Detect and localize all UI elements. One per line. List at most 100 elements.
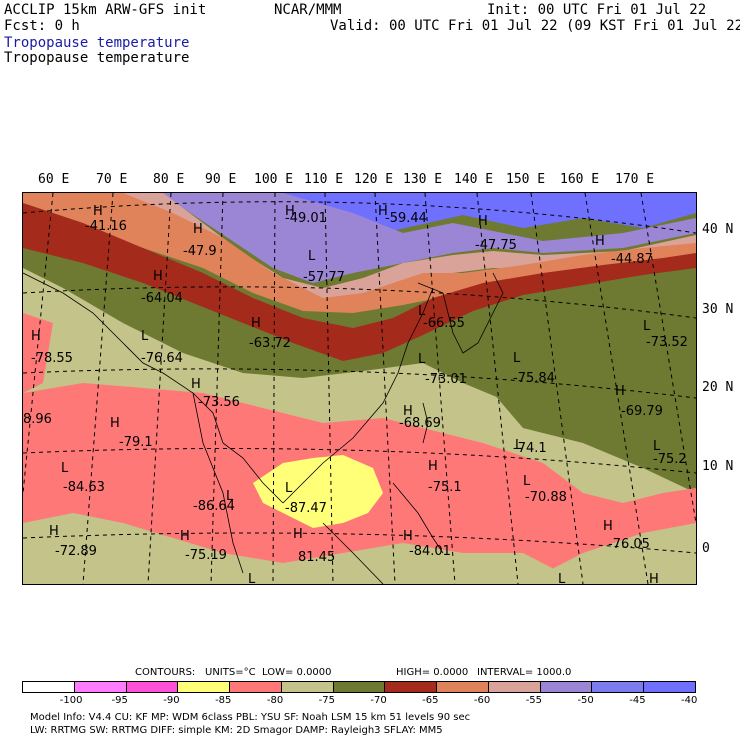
extremum-marker: H xyxy=(193,222,203,237)
extremum-marker: L xyxy=(418,304,426,319)
extremum-marker: H xyxy=(293,527,303,542)
meridian xyxy=(272,193,276,584)
lon-label: 170 E xyxy=(615,172,655,187)
extremum-marker: H xyxy=(110,416,120,431)
extremum-value: -84.63 xyxy=(63,480,105,495)
colorbar-tick-label: -75 xyxy=(318,695,335,706)
band-minus80-west xyxy=(23,313,53,393)
colorbar-tick-label: -55 xyxy=(525,695,543,706)
map-canvas: H-41.16H-49.01 H-59.44H-47.9 L-57.77H-47.7… xyxy=(23,193,696,584)
extremum-value: 81.45 xyxy=(298,550,335,565)
meridian xyxy=(23,193,54,494)
model-title: ACCLIP 15km ARW-GFS init xyxy=(4,2,207,18)
coastline xyxy=(322,522,384,584)
coastline xyxy=(422,402,429,444)
extremum-marker: L xyxy=(513,351,521,366)
colorbar-tick-label: -65 xyxy=(422,695,439,706)
extremum-marker: H xyxy=(603,519,613,534)
extremum-marker: H xyxy=(649,572,659,584)
extremum-marker: H xyxy=(615,384,625,399)
colorbar-tick-label: -70 xyxy=(370,695,387,706)
meridian xyxy=(82,193,114,584)
high-label: HIGH= 0.0000 xyxy=(396,667,469,678)
extremum-marker: H xyxy=(285,204,295,219)
lat-label: 0 xyxy=(702,541,710,556)
meridian xyxy=(210,193,224,584)
parallel-40n xyxy=(23,201,696,234)
extremum-value: -47.75 xyxy=(475,238,517,253)
units-label: UNITS=°C xyxy=(205,667,256,678)
extremum-value: -78.55 xyxy=(31,351,73,366)
extremum-value: 8.96 xyxy=(23,412,52,427)
extremum-value: -47.9 xyxy=(183,244,217,259)
colorbar-swatch xyxy=(73,681,127,693)
extremum-value: -59.44 xyxy=(385,211,427,226)
lat-label: 10 N xyxy=(702,459,734,474)
extremum-marker: L xyxy=(418,352,426,367)
extremum-value: -57.77 xyxy=(303,270,345,285)
contours-label: CONTOURS: xyxy=(135,667,196,678)
valid-time: Valid: 00 UTC Fri 01 Jul 22 (09 KST Fri … xyxy=(330,18,740,34)
band-minus75-southwest xyxy=(23,518,263,584)
low-label: LOW= 0.0000 xyxy=(262,667,332,678)
lon-label: 90 E xyxy=(205,172,237,187)
model-info-line: Model Info: V4.4 CU: KF MP: WDM 6class P… xyxy=(30,712,471,723)
colorbar-tick-label: -100 xyxy=(59,695,83,706)
coastline xyxy=(392,482,444,554)
meridian xyxy=(424,193,456,584)
extremum-marker: L xyxy=(248,572,256,584)
lon-label: 80 E xyxy=(153,172,185,187)
parallel-equator xyxy=(23,532,696,554)
field-title-secondary: Tropopause temperature xyxy=(4,50,190,66)
pressure-labels: H-41.16H-49.01 H-59.44H-47.9 L-57.77H-47.7… xyxy=(23,204,688,584)
colorbar-tick-label: -60 xyxy=(473,695,491,706)
extremum-marker: H xyxy=(49,524,59,539)
interval-label: INTERVAL= 1000.0 xyxy=(477,667,572,678)
colorbar-tick-label: -90 xyxy=(163,695,180,706)
extremum-value: -87.47 xyxy=(285,501,327,516)
extremum-value: -75.84 xyxy=(513,371,555,386)
graticule xyxy=(23,193,696,584)
extremum-value: -49.01 xyxy=(285,211,327,226)
lon-label: 100 E xyxy=(254,172,294,187)
lon-label: 130 E xyxy=(403,172,443,187)
extremum-marker: L xyxy=(285,481,293,496)
colorbar-swatch xyxy=(436,681,489,693)
extremum-value: -86.64 xyxy=(193,499,235,514)
colorbar-tick-label: -80 xyxy=(266,695,284,706)
extremum-marker: H xyxy=(428,459,438,474)
extremum-marker: L xyxy=(515,438,523,453)
lon-label: 140 E xyxy=(454,172,494,187)
extremum-marker: L xyxy=(308,249,316,264)
extremum-value: -76.05 xyxy=(608,537,650,552)
meridian xyxy=(530,193,584,584)
extremum-marker: H xyxy=(378,204,388,219)
coastline xyxy=(282,287,434,504)
band-minus65 xyxy=(23,203,696,361)
meridian xyxy=(476,193,519,584)
lat-label: 20 N xyxy=(702,380,734,395)
extremum-marker: L xyxy=(643,319,651,334)
tropopause-temperature-map: H -41.16 H -49.01 H -59.44 H -47.9 L -57.77 H -47.7… xyxy=(22,192,697,585)
init-time: Init: 00 UTC Fri 01 Jul 22 xyxy=(487,2,707,18)
extremum-marker: L xyxy=(61,461,69,476)
colorbar-tick-label: -50 xyxy=(577,695,594,706)
colorbar-swatch xyxy=(22,681,75,693)
colorbar-swatch xyxy=(591,681,645,693)
colorbar-tick-label: -45 xyxy=(629,695,646,706)
band-minus50 xyxy=(163,193,696,283)
coastline xyxy=(23,272,284,504)
extremum-marker: H xyxy=(191,377,201,392)
field-title-primary: Tropopause temperature xyxy=(4,35,190,51)
extremum-value: -75.19 xyxy=(185,548,227,563)
physics-info-line: LW: RRTMG SW: RRTMG DIFF: simple KM: 2D … xyxy=(30,725,443,736)
extremum-marker: H xyxy=(403,529,413,544)
band-minus70-east xyxy=(463,285,696,493)
extremum-value: -74.1 xyxy=(513,441,547,456)
extremum-value: -72.89 xyxy=(55,544,97,559)
colorbar-swatch xyxy=(125,681,179,693)
extremum-marker: L xyxy=(653,439,661,454)
extremum-value: -70.88 xyxy=(525,490,567,505)
extremum-value: -76.64 xyxy=(141,351,183,366)
extremum-value: -75.2 xyxy=(653,452,687,467)
